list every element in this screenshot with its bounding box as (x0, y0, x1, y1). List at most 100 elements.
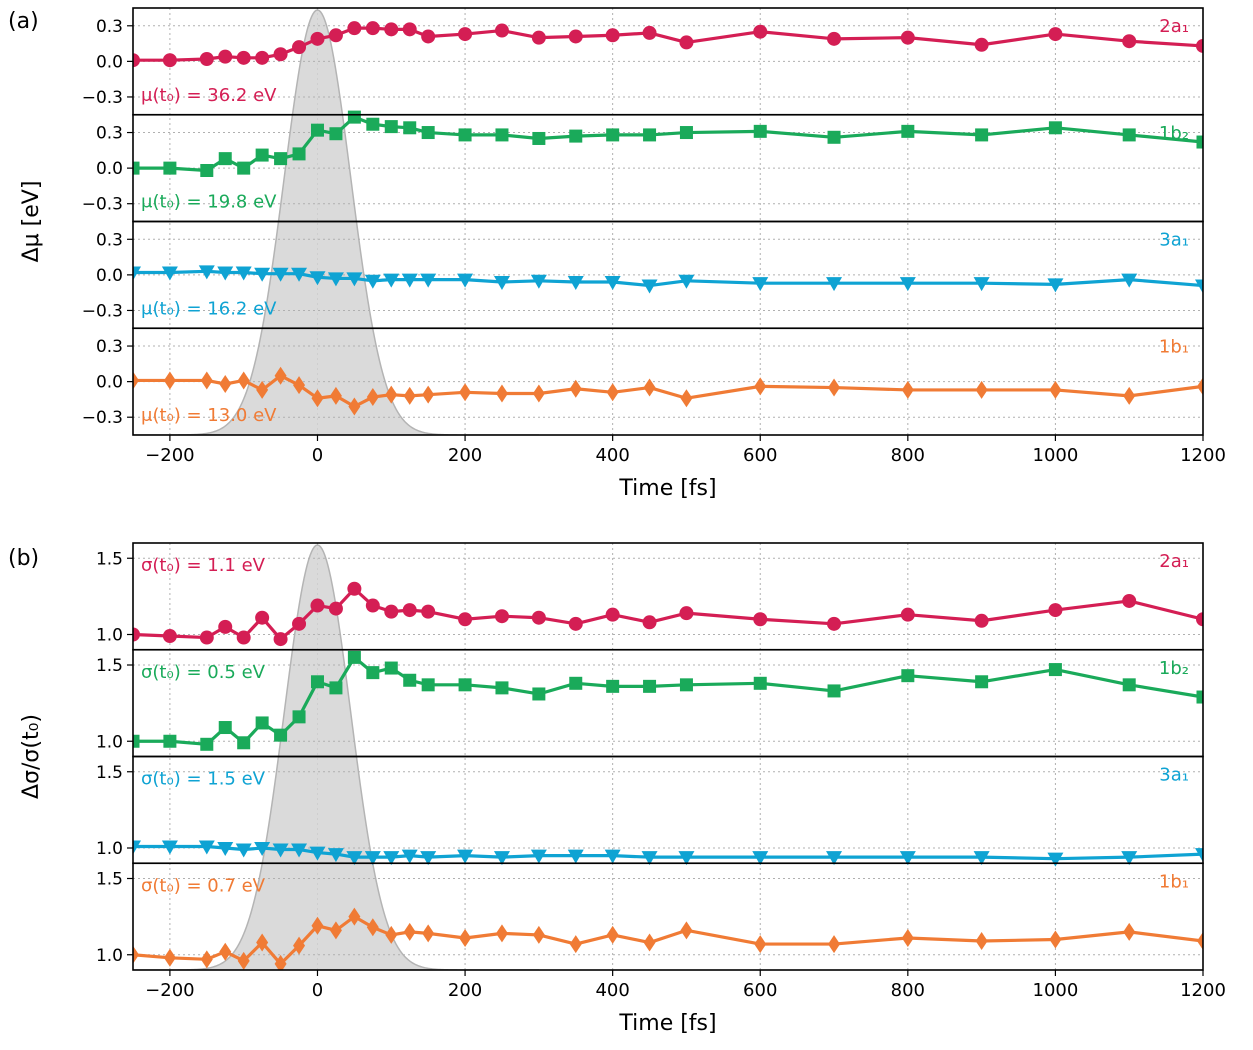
data-point (255, 716, 269, 730)
data-point (973, 277, 990, 292)
data-point (975, 675, 989, 689)
data-point (199, 52, 214, 67)
subplot-annotation: μ(t₀) = 19.8 eV (141, 192, 277, 213)
data-point (604, 275, 621, 290)
data-point (458, 612, 473, 627)
data-point (458, 128, 472, 142)
data-point (1197, 377, 1203, 396)
data-point (1048, 603, 1063, 618)
data-point (421, 29, 436, 44)
data-point (384, 22, 399, 37)
data-point (291, 267, 308, 282)
data-point (678, 274, 695, 289)
x-tick-label: 0 (312, 445, 323, 466)
orbital-label: 1b₂ (1159, 658, 1189, 679)
subplot-annotation: σ(t₀) = 0.7 eV (141, 875, 266, 896)
data-point (532, 384, 545, 403)
data-point (217, 842, 234, 856)
data-point (567, 849, 584, 864)
y-tick-label: 1.0 (96, 946, 123, 966)
data-point (1047, 278, 1064, 293)
y-tick-label: 1.5 (96, 870, 123, 890)
x-tick-label: 400 (595, 445, 629, 466)
y-axis-label: Δμ [eV] (19, 181, 44, 263)
data-point (292, 40, 307, 55)
data-point (133, 840, 141, 855)
data-point (311, 916, 324, 935)
data-point (901, 380, 914, 399)
y-tick-label: 0.0 (96, 373, 123, 393)
data-point (679, 35, 694, 50)
data-point (678, 851, 695, 866)
data-point (532, 687, 546, 701)
data-point (198, 265, 215, 280)
panel-b: (b) 1.0 1.5 2a₁ σ(t₀) = 1.1 eV 1.0 1.5 1b₂ σ(t₀)… (8, 542, 1226, 1036)
data-point (133, 371, 139, 390)
data-point (347, 110, 361, 124)
y-tick-label: 1.0 (96, 732, 123, 752)
x-tick-label: −200 (145, 980, 194, 1001)
data-point (643, 128, 657, 142)
x-tick-label: 800 (891, 445, 925, 466)
data-point (1197, 932, 1203, 951)
subplot-2: 1.0 1.5 3a₁ σ(t₀) = 1.5 eV (96, 755, 1204, 867)
y-tick-label: 0.3 (96, 17, 123, 37)
subplot-annotation: μ(t₀) = 16.2 eV (141, 298, 277, 319)
data-point (752, 277, 769, 292)
data-point (366, 388, 379, 407)
data-point (237, 161, 251, 175)
data-point (254, 267, 271, 282)
data-point (1122, 678, 1136, 692)
data-point (255, 610, 270, 625)
data-point (975, 932, 988, 951)
data-point (975, 128, 989, 142)
data-point (364, 274, 381, 289)
data-point (642, 615, 657, 630)
data-point (642, 25, 657, 40)
data-point (402, 22, 417, 37)
data-point (1195, 848, 1203, 863)
data-point (605, 28, 620, 43)
data-point (366, 117, 380, 131)
data-point (403, 121, 417, 135)
orbital-label: 1b₁ (1159, 871, 1189, 892)
data-point (237, 371, 250, 390)
data-point (235, 843, 252, 858)
x-axis: −200 0 200 400 600 800 1000 1200 Time [fs] (145, 435, 1226, 501)
data-point (200, 371, 213, 390)
data-point (366, 918, 379, 937)
panel-a: (a) −0.3 0.0 0.3 2a₁ μ(t₀) = 36.2 eV −0.3 0.0 0.… (8, 7, 1226, 501)
data-point (1196, 612, 1203, 627)
data-point (347, 21, 362, 36)
data-point (293, 936, 306, 955)
data-point (329, 127, 343, 141)
data-point (974, 37, 989, 52)
subplot-1: 1.0 1.5 1b₂ σ(t₀) = 0.5 eV (96, 648, 1204, 758)
data-point (494, 23, 509, 38)
data-point (530, 274, 547, 289)
y-tick-label: 0.3 (96, 230, 123, 250)
data-point (346, 272, 363, 287)
data-point (569, 676, 583, 690)
data-point (973, 851, 990, 866)
data-point (348, 907, 361, 926)
data-point (274, 954, 287, 970)
data-point (365, 598, 380, 613)
data-point (679, 126, 693, 140)
data-point (1121, 273, 1138, 288)
data-point (401, 849, 418, 864)
data-point (568, 29, 583, 44)
y-tick-label: 0.0 (96, 266, 123, 286)
data-point (1122, 34, 1137, 49)
y-tick-label: 1.0 (96, 626, 123, 646)
data-point (346, 851, 363, 866)
data-point (458, 27, 473, 42)
data-point (402, 603, 417, 618)
x-axis-label: Time [fs] (618, 1011, 716, 1036)
data-point (237, 951, 250, 970)
data-point (679, 678, 693, 692)
data-point (531, 610, 546, 625)
data-point (641, 279, 658, 294)
data-point (753, 124, 767, 138)
